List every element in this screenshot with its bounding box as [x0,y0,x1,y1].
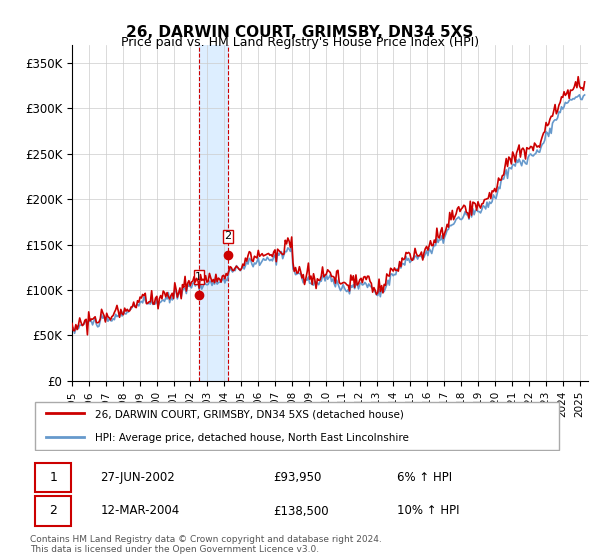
Text: 12-MAR-2004: 12-MAR-2004 [100,505,179,517]
FancyBboxPatch shape [35,403,559,450]
Text: 10% ↑ HPI: 10% ↑ HPI [397,505,460,517]
Text: £138,500: £138,500 [273,505,329,517]
Text: 6% ↑ HPI: 6% ↑ HPI [397,471,452,484]
Bar [199,45,228,381]
Text: Price paid vs. HM Land Registry's House Price Index (HPI): Price paid vs. HM Land Registry's House … [121,36,479,49]
Text: 2: 2 [49,505,57,517]
Text: 2: 2 [224,231,232,241]
Text: £93,950: £93,950 [273,471,322,484]
Text: 1: 1 [195,272,202,282]
FancyBboxPatch shape [35,496,71,525]
Text: HPI: Average price, detached house, North East Lincolnshire: HPI: Average price, detached house, Nort… [95,433,409,443]
Text: 26, DARWIN COURT, GRIMSBY, DN34 5XS: 26, DARWIN COURT, GRIMSBY, DN34 5XS [127,25,473,40]
Text: 1: 1 [49,471,57,484]
Text: Contains HM Land Registry data © Crown copyright and database right 2024.
This d: Contains HM Land Registry data © Crown c… [30,535,382,554]
FancyBboxPatch shape [35,463,71,492]
Text: 27-JUN-2002: 27-JUN-2002 [100,471,175,484]
Text: 26, DARWIN COURT, GRIMSBY, DN34 5XS (detached house): 26, DARWIN COURT, GRIMSBY, DN34 5XS (det… [95,409,404,419]
